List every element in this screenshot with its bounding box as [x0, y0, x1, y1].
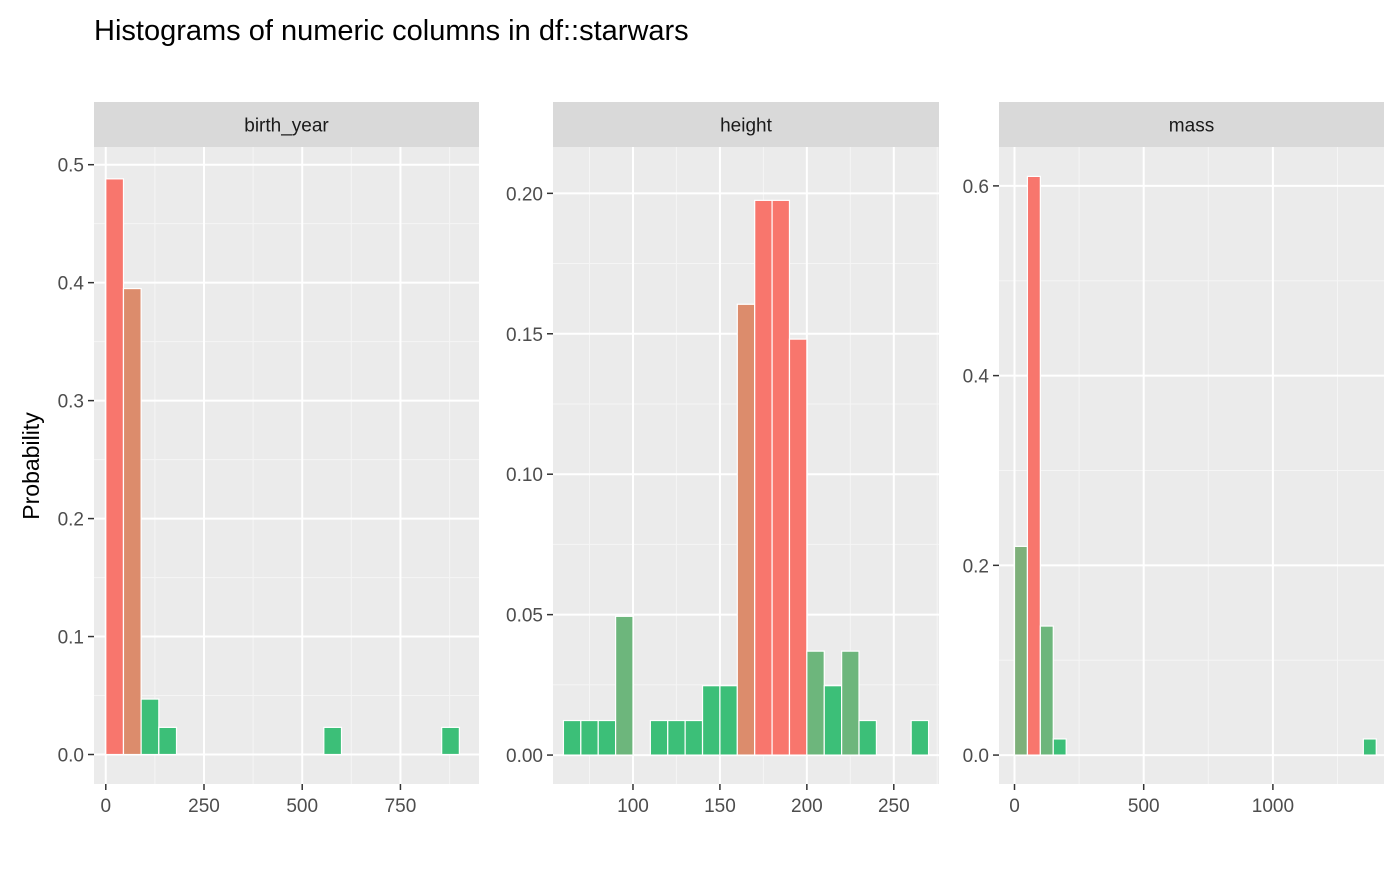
histogram-bar — [823, 685, 843, 756]
histogram-bar — [1039, 625, 1054, 756]
histogram-bar — [841, 650, 860, 756]
x-tick-label: 100 — [617, 796, 649, 817]
x-tick-label: 250 — [878, 796, 910, 817]
y-tick-label: 0.00 — [506, 746, 543, 767]
histogram-bar — [562, 719, 582, 756]
histogram-bar — [806, 650, 825, 756]
x-tick-label: 1000 — [1252, 796, 1294, 817]
x-tick-label: 750 — [385, 796, 417, 817]
y-tick-label: 0.3 — [58, 392, 84, 413]
chart-title: Histograms of numeric columns in df::sta… — [94, 15, 689, 47]
histogram-bar — [105, 178, 125, 756]
strip-mass — [999, 102, 1384, 147]
histogram-bar — [771, 199, 791, 756]
histogram-bar — [667, 719, 686, 756]
y-tick-label: 0.5 — [58, 156, 84, 177]
histogram-bar — [649, 719, 669, 756]
x-tick-label: 0 — [1009, 796, 1020, 817]
strip-height — [553, 102, 939, 147]
histogram-bar — [719, 685, 738, 756]
histogram-bar — [441, 726, 460, 756]
histogram-bar — [580, 719, 599, 756]
panels: birth_year 0.0 0.1 0.2 0.3 0.4 0.5 0 250 500 750 he… — [58, 102, 1384, 817]
y-tick-label: 0.0 — [58, 746, 84, 767]
strip-label-height: height — [720, 116, 772, 137]
y-axis-label: Probability — [18, 412, 44, 520]
histogram-bar — [684, 719, 704, 756]
strip-label-mass: mass — [1169, 116, 1214, 137]
histogram-bar — [1026, 175, 1041, 756]
histogram-bar — [910, 719, 930, 756]
histogram-bar — [323, 726, 343, 756]
panel-background-birth_year — [94, 147, 479, 784]
x-tick-label: 250 — [188, 796, 220, 817]
histogram-bar — [122, 287, 142, 756]
y-tick-label: 0.2 — [58, 510, 84, 531]
y-tick-label: 0.6 — [963, 177, 989, 198]
y-tick-label: 0.4 — [58, 274, 85, 295]
y-tick-label: 0.10 — [506, 465, 543, 486]
histogram-bar — [614, 615, 634, 756]
x-tick-label: 200 — [791, 796, 823, 817]
strip-birth_year — [94, 102, 479, 147]
panel-height: height 0.00 0.05 0.10 0.15 0.20 100 150 200 250 — [506, 102, 939, 817]
y-tick-label: 0.0 — [963, 746, 989, 767]
histogram-bar — [788, 338, 808, 756]
histogram-bar — [736, 303, 756, 756]
y-tick-label: 0.4 — [963, 367, 990, 388]
histogram-bar — [701, 685, 721, 756]
histogram-bar — [754, 199, 773, 756]
histogram-bar — [140, 698, 160, 756]
y-tick-label: 0.1 — [58, 628, 84, 649]
histogram-bar — [597, 719, 617, 756]
histogram-bar — [158, 726, 178, 756]
strip-label-birth_year: birth_year — [244, 116, 329, 137]
histogram-bar — [1052, 738, 1067, 756]
x-tick-label: 500 — [286, 796, 318, 817]
histogram-bar — [1013, 545, 1029, 756]
panel-mass: mass 0.0 0.2 0.4 0.6 0 500 1000 — [963, 102, 1384, 817]
y-tick-label: 0.20 — [506, 184, 543, 205]
x-tick-label: 0 — [100, 796, 111, 817]
x-tick-label: 150 — [704, 796, 736, 817]
y-tick-label: 0.05 — [506, 606, 543, 627]
panel-background-mass — [999, 147, 1384, 784]
histogram-bar — [1362, 738, 1377, 756]
panel-birth_year: birth_year 0.0 0.1 0.2 0.3 0.4 0.5 0 250 500 750 — [58, 102, 479, 817]
x-tick-label: 500 — [1128, 796, 1160, 817]
y-tick-label: 0.15 — [506, 325, 543, 346]
y-tick-label: 0.2 — [963, 556, 989, 577]
histogram-bar — [858, 719, 878, 756]
